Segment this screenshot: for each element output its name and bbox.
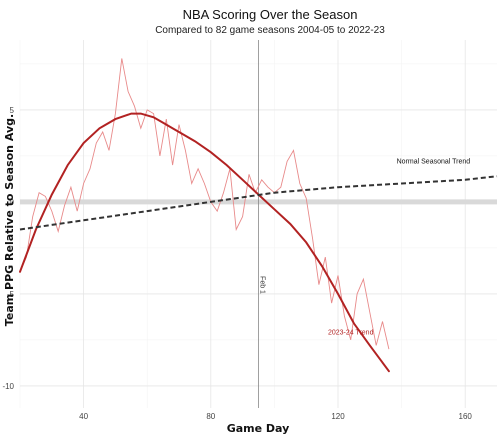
actual-ppg-line	[19, 58, 390, 350]
season-trend-annotation: 2023-24 Trend	[328, 329, 374, 336]
normal-trend-line	[19, 175, 498, 231]
y-tick-label: 0	[10, 198, 15, 207]
x-tick-label: 80	[206, 412, 215, 421]
annotations: Normal Seasonal Trend 2023-24 Trend	[328, 158, 470, 336]
y-tick-label: -5	[7, 290, 15, 299]
x-tick-label: 160	[459, 412, 473, 421]
x-tick-label: 120	[331, 412, 345, 421]
chart-title: NBA Scoring Over the Season	[183, 7, 358, 22]
y-tick-label: 5	[10, 106, 15, 115]
feb-1-marker-label: Feb 1	[259, 276, 266, 294]
season-trend-line	[19, 112, 390, 373]
series	[19, 58, 498, 373]
normal-trend-annotation: Normal Seasonal Trend	[397, 158, 471, 165]
x-tick-label: 40	[79, 412, 88, 421]
y-axis-title: Team PPG Relative to Season Avg.	[3, 114, 16, 326]
reference-lines: Feb 1	[20, 40, 497, 408]
chart-subtitle: Compared to 82 game seasons 2004-05 to 2…	[155, 25, 385, 36]
x-axis-title: Game Day	[227, 422, 290, 435]
y-tick-label: -10	[2, 382, 14, 391]
ticks: 40 80 120 160 -10 -5 0 5	[2, 106, 472, 421]
